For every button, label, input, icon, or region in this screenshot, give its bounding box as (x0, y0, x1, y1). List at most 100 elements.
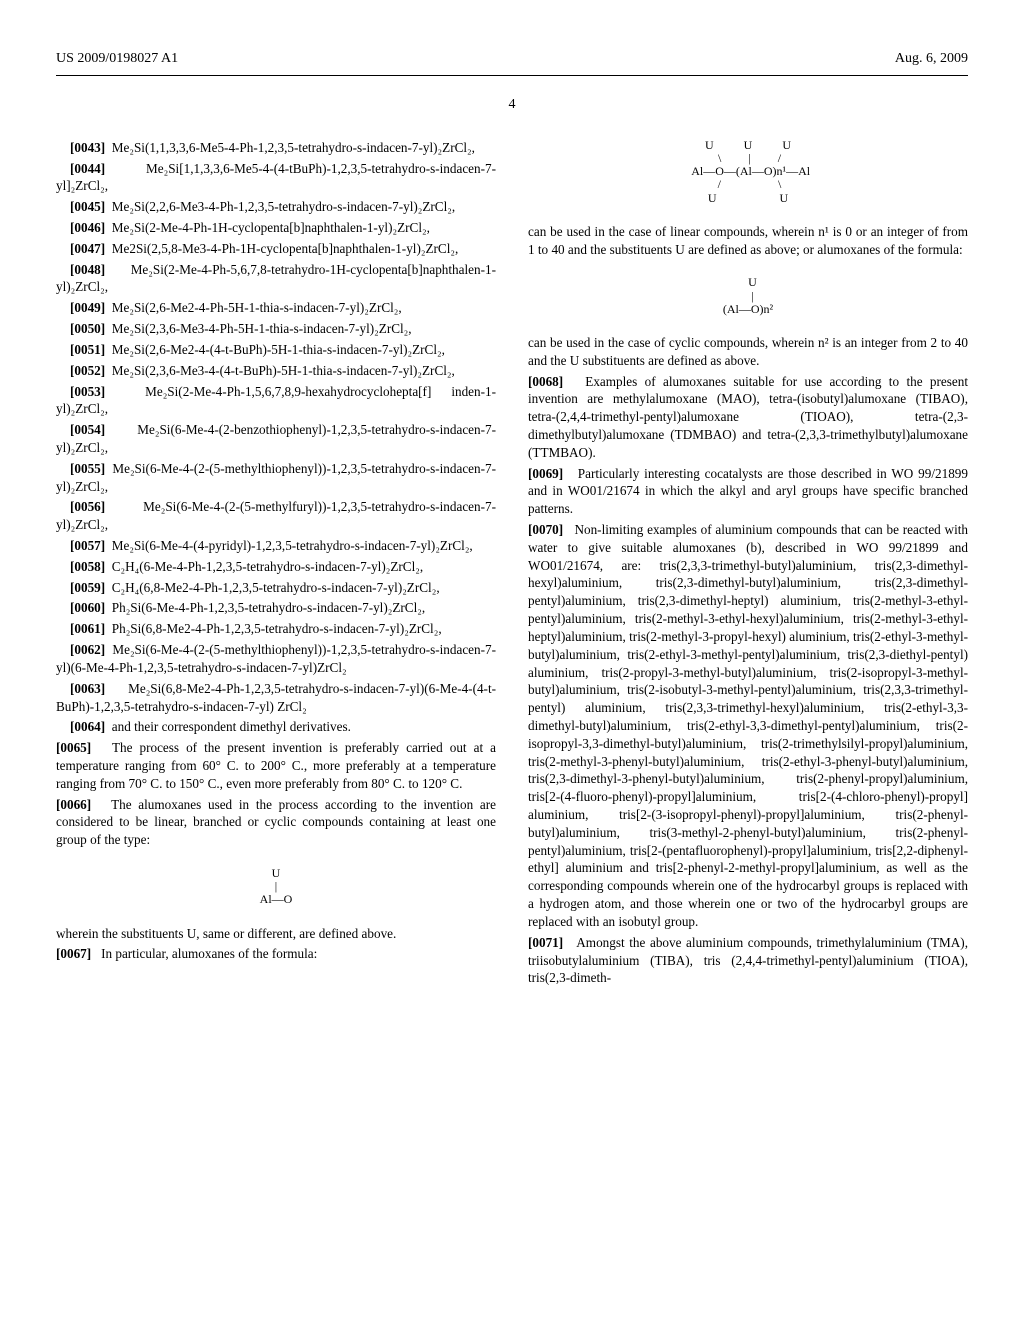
compound-text: Me₂Si(6-Me-4-(4-pyridyl)-1,2,3,5-tetrahy… (112, 538, 473, 553)
compound-entry: [0060] Ph₂Si(6-Me-4-Ph-1,2,3,5-tetrahydr… (56, 599, 496, 617)
compound-text: Me₂Si(6-Me-4-(2-(5-methylfuryl))-1,2,3,5… (56, 499, 496, 532)
compound-text: Me₂Si(2-Me-4-Ph-1,5,6,7,8,9-hexahydrocyc… (56, 384, 496, 417)
para-text: Examples of alumoxanes suitable for use … (528, 374, 968, 460)
compound-text: Me₂Si(2,3,6-Me3-4-(4-t-BuPh)-5H-1-thia-s… (112, 363, 455, 378)
compound-text: Me₂Si(6-Me-4-(2-benzothiophenyl)-1,2,3,5… (56, 422, 496, 455)
compound-text: Me₂Si(2,2,6-Me3-4-Ph-1,2,3,5-tetrahydro-… (112, 199, 455, 214)
para-number: [0053] (70, 384, 105, 399)
publication-date: Aug. 6, 2009 (895, 50, 968, 69)
compound-entry: [0043] Me₂Si(1,1,3,3,6-Me5-4-Ph-1,2,3,5-… (56, 139, 496, 157)
para-number: [0062] (70, 642, 105, 657)
compound-text: Me₂Si[1,1,3,3,6-Me5-4-(4-tBuPh)-1,2,3,5-… (56, 161, 496, 194)
para-number: [0045] (70, 199, 105, 214)
paragraph-0071: [0071] Amongst the above aluminium compo… (528, 934, 968, 987)
compound-text: Ph₂Si(6,8-Me2-4-Ph-1,2,3,5-tetrahydro-s-… (112, 621, 442, 636)
para-number: [0064] (70, 719, 105, 734)
para-number: [0059] (70, 580, 105, 595)
compound-text: and their correspondent dimethyl derivat… (112, 719, 351, 734)
compound-entry: [0053] Me₂Si(2-Me-4-Ph-1,5,6,7,8,9-hexah… (56, 383, 496, 419)
compound-entry: [0055] Me₂Si(6-Me-4-(2-(5-methylthiophen… (56, 460, 496, 496)
paragraph-0066b: wherein the substituents U, same or diff… (56, 925, 496, 943)
para-number: [0051] (70, 342, 105, 357)
paragraph-0068: [0068] Examples of alumoxanes suitable f… (528, 373, 968, 462)
formula-al-o: U | Al—O (56, 867, 496, 907)
paragraph-0067: [0067] In particular, alumoxanes of the … (56, 945, 496, 963)
para-number: [0063] (70, 681, 105, 696)
compound-entry: [0063] Me₂Si(6,8-Me2-4-Ph-1,2,3,5-tetrah… (56, 680, 496, 716)
compound-text: C₂H₄(6-Me-4-Ph-1,2,3,5-tetrahydro-s-inda… (112, 559, 423, 574)
para-text: Non-limiting examples of aluminium compo… (528, 522, 968, 929)
para-number: [0061] (70, 621, 105, 636)
para-number: [0069] (528, 466, 563, 481)
para-number: [0043] (70, 140, 105, 155)
compound-text: C₂H₄(6,8-Me2-4-Ph-1,2,3,5-tetrahydro-s-i… (112, 580, 440, 595)
para-number: [0055] (70, 461, 105, 476)
compound-text: Me₂Si(6,8-Me2-4-Ph-1,2,3,5-tetrahydro-s-… (56, 681, 496, 714)
compound-entry: [0064] and their correspondent dimethyl … (56, 718, 496, 736)
para-number: [0057] (70, 538, 105, 553)
compound-list: [0043] Me₂Si(1,1,3,3,6-Me5-4-Ph-1,2,3,5-… (56, 139, 496, 736)
para-text: Particularly interesting cocatalysts are… (528, 466, 968, 517)
compound-entry: [0059] C₂H₄(6,8-Me2-4-Ph-1,2,3,5-tetrahy… (56, 579, 496, 597)
paragraph-0066: [0066] The alumoxanes used in the proces… (56, 796, 496, 849)
para-text: Amongst the above aluminium compounds, t… (528, 935, 968, 986)
page-number: 4 (56, 96, 968, 115)
para-number: [0052] (70, 363, 105, 378)
paragraph-0067b: can be used in the case of linear compou… (528, 223, 968, 259)
paragraph-0065: [0065] The process of the present invent… (56, 739, 496, 792)
compound-entry: [0045] Me₂Si(2,2,6-Me3-4-Ph-1,2,3,5-tetr… (56, 198, 496, 216)
page-header: US 2009/0198027 A1 Aug. 6, 2009 (56, 50, 968, 69)
para-number: [0056] (70, 499, 105, 514)
compound-text: Ph₂Si(6-Me-4-Ph-1,2,3,5-tetrahydro-s-ind… (112, 600, 425, 615)
compound-entry: [0058] C₂H₄(6-Me-4-Ph-1,2,3,5-tetrahydro… (56, 558, 496, 576)
compound-text: Me₂Si(2,3,6-Me3-4-Ph-5H-1-thia-s-indacen… (112, 321, 412, 336)
compound-text: Me₂Si(6-Me-4-(2-(5-methylthiophenyl))-1,… (56, 642, 496, 675)
para-text: The alumoxanes used in the process accor… (56, 797, 496, 848)
publication-number: US 2009/0198027 A1 (56, 50, 178, 69)
compound-entry: [0061] Ph₂Si(6,8-Me2-4-Ph-1,2,3,5-tetrah… (56, 620, 496, 638)
compound-entry: [0049] Me₂Si(2,6-Me2-4-Ph-5H-1-thia-s-in… (56, 299, 496, 317)
compound-entry: [0044] Me₂Si[1,1,3,3,6-Me5-4-(4-tBuPh)-1… (56, 160, 496, 196)
compound-text: Me₂Si(2,6-Me2-4-(4-t-BuPh)-5H-1-thia-s-i… (112, 342, 445, 357)
compound-entry: [0056] Me₂Si(6-Me-4-(2-(5-methylfuryl))-… (56, 498, 496, 534)
paragraph-0069: [0069] Particularly interesting cocataly… (528, 465, 968, 518)
para-number: [0071] (528, 935, 563, 950)
para-number: [0060] (70, 600, 105, 615)
para-number: [0054] (70, 422, 105, 437)
formula-cyclic-alumoxane: U | (Al—O)n² (528, 276, 968, 316)
paragraph-0070: [0070] Non-limiting examples of aluminiu… (528, 521, 968, 931)
compound-text: Me₂Si(6-Me-4-(2-(5-methylthiophenyl))-1,… (56, 461, 496, 494)
para-number: [0047] (70, 241, 105, 256)
para-number: [0058] (70, 559, 105, 574)
header-rule (56, 75, 968, 76)
compound-entry: [0050] Me₂Si(2,3,6-Me3-4-Ph-5H-1-thia-s-… (56, 320, 496, 338)
compound-text: Me2Si(2,5,8-Me3-4-Ph-1H-cyclopenta[b]nap… (112, 241, 458, 256)
para-number: [0048] (70, 262, 105, 277)
compound-text: Me₂Si(2-Me-4-Ph-5,6,7,8-tetrahydro-1H-cy… (56, 262, 496, 295)
para-text: In particular, alumoxanes of the formula… (101, 946, 317, 961)
para-number: [0065] (56, 740, 91, 755)
para-number: [0067] (56, 946, 91, 961)
formula-linear-alumoxane: U U U \ | / Al—O—(Al—O)n¹—Al / \ U U (528, 139, 968, 205)
compound-entry: [0051] Me₂Si(2,6-Me2-4-(4-t-BuPh)-5H-1-t… (56, 341, 496, 359)
para-number: [0070] (528, 522, 563, 537)
compound-entry: [0048] Me₂Si(2-Me-4-Ph-5,6,7,8-tetrahydr… (56, 261, 496, 297)
compound-entry: [0054] Me₂Si(6-Me-4-(2-benzothiophenyl)-… (56, 421, 496, 457)
para-number: [0044] (70, 161, 105, 176)
compound-text: Me₂Si(2,6-Me2-4-Ph-5H-1-thia-s-indacen-7… (112, 300, 402, 315)
para-number: [0049] (70, 300, 105, 315)
para-text: The process of the present invention is … (56, 740, 496, 791)
para-number: [0066] (56, 797, 91, 812)
compound-text: Me₂Si(1,1,3,3,6-Me5-4-Ph-1,2,3,5-tetrahy… (112, 140, 475, 155)
compound-entry: [0057] Me₂Si(6-Me-4-(4-pyridyl)-1,2,3,5-… (56, 537, 496, 555)
compound-entry: [0047] Me2Si(2,5,8-Me3-4-Ph-1H-cyclopent… (56, 240, 496, 258)
paragraph-0067c: can be used in the case of cyclic compou… (528, 334, 968, 370)
compound-entry: [0062] Me₂Si(6-Me-4-(2-(5-methylthiophen… (56, 641, 496, 677)
para-number: [0050] (70, 321, 105, 336)
para-number: [0068] (528, 374, 563, 389)
para-number: [0046] (70, 220, 105, 235)
compound-entry: [0052] Me₂Si(2,3,6-Me3-4-(4-t-BuPh)-5H-1… (56, 362, 496, 380)
two-column-body: [0043] Me₂Si(1,1,3,3,6-Me5-4-Ph-1,2,3,5-… (56, 139, 968, 987)
compound-text: Me₂Si(2-Me-4-Ph-1H-cyclopenta[b]naphthal… (112, 220, 430, 235)
compound-entry: [0046] Me₂Si(2-Me-4-Ph-1H-cyclopenta[b]n… (56, 219, 496, 237)
